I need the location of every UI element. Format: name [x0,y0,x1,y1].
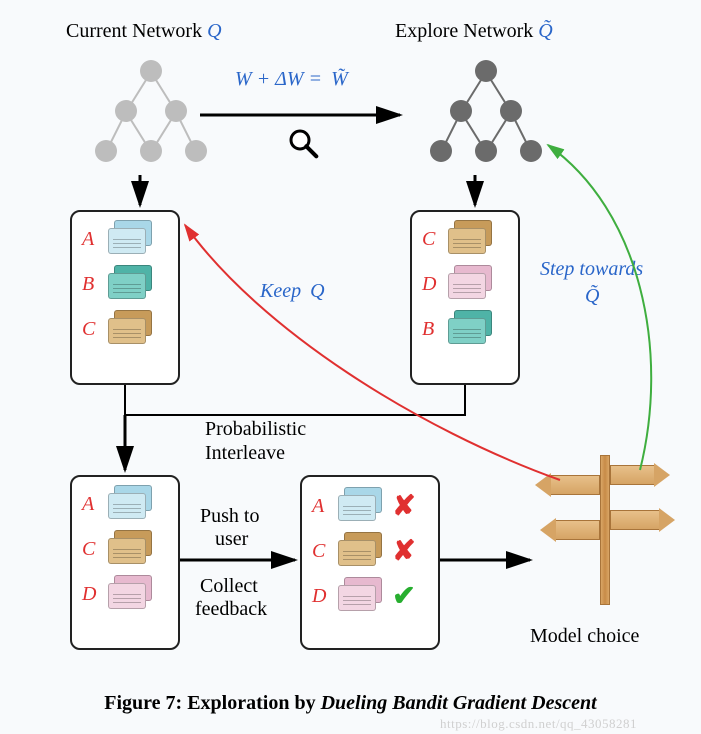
card-icon [338,491,382,521]
list-item-letter: C [312,540,330,563]
cross-icon: ✘ [390,534,418,568]
signpost-arm [610,465,655,485]
list-item: A [82,489,152,519]
list-item-letter: D [422,273,440,296]
model-choice-label: Model choice [530,625,639,648]
listbox-L: ABC [70,210,180,385]
keep-q-label: Keep Q [260,280,325,303]
card-icon [448,314,492,344]
card-icon [448,224,492,254]
card-icon [108,314,152,344]
figure-caption: Figure 7: Exploration by Dueling Bandit … [0,692,701,715]
push-to-user-l1: Push to [200,505,259,528]
caption-em: Dueling Bandit Gradient Descent [321,692,597,714]
list-item-letter: C [82,538,100,561]
tree-node [140,140,162,162]
explore-network-title: Explore Network Q̃ [395,20,553,43]
prob-interleave-l2: Interleave [205,442,285,465]
card-icon [108,579,152,609]
list-item: A✘ [312,489,418,523]
card-icon [448,269,492,299]
card-icon [338,581,382,611]
tree-node [520,140,542,162]
current-network-symbol: Q [207,20,221,42]
card-icon [108,534,152,564]
cross-icon: ✘ [390,489,418,523]
signpost-icon [545,455,665,615]
step-towards-sym: Q̃ [585,285,599,308]
list-item-letter: C [82,318,100,341]
collect-feedback-l1: Collect [200,575,258,598]
list-item: D [422,269,492,299]
current-network-title: Current Network Q [66,20,222,43]
card-icon [108,489,152,519]
list-item-letter: C [422,228,440,251]
weight-equation-rhs: W̃ [331,68,348,90]
explore-network-text: Explore Network [395,20,533,42]
tree-node [140,60,162,82]
tree-node [430,140,452,162]
card-icon [108,224,152,254]
prob-interleave-l1: Probabilistic [205,418,306,441]
tree-node [475,60,497,82]
list-item: D✔ [312,579,418,613]
step-towards-label: Step towards [540,258,643,281]
list-item-letter: A [312,495,330,518]
card-icon [338,536,382,566]
list-item-letter: B [82,273,100,296]
list-item: C [82,534,152,564]
magnifier-icon [291,131,316,156]
keep-q-text: Keep [260,280,301,302]
tree-node [165,100,187,122]
keep-q-sym: Q [310,280,324,302]
signpost-arm [550,475,600,495]
tree-node [500,100,522,122]
push-to-user-l2: user [215,528,248,551]
list-item: C [82,314,152,344]
signpost-pole [600,455,610,605]
listbox-Ltilde: CDB [410,210,520,385]
list-item: B [82,269,152,299]
list-item-letter: A [82,228,100,251]
tree-node [115,100,137,122]
signpost-arm [610,510,660,530]
tree-node [475,140,497,162]
watermark-text: https://blog.csdn.net/qq_43058281 [440,716,637,732]
collect-feedback-l2: feedback [195,598,267,621]
list-item: B [422,314,492,344]
step-towards-text: Step towards [540,258,643,280]
list-item-letter: D [312,585,330,608]
list-item-letter: B [422,318,440,341]
tree-node [185,140,207,162]
signpost-arm [555,520,600,540]
list-item-letter: D [82,583,100,606]
list-item: C✘ [312,534,418,568]
tree-node [95,140,117,162]
list-item: A [82,224,152,254]
list-item-letter: A [82,493,100,516]
list-item: D [82,579,152,609]
card-icon [108,269,152,299]
caption-prefix: Figure 7: Exploration by [104,692,320,714]
list-item: C [422,224,492,254]
listbox-Lhat: ACD [70,475,180,650]
check-icon: ✔ [390,579,418,613]
listbox-feedback: A✘C✘D✔ [300,475,440,650]
current-network-text: Current Network [66,20,202,42]
weight-equation-lhs: W + ΔW = [235,68,322,90]
tree-node [450,100,472,122]
explore-network-symbol: Q̃ [538,20,552,42]
weight-equation: W + ΔW = W̃ [235,68,348,91]
